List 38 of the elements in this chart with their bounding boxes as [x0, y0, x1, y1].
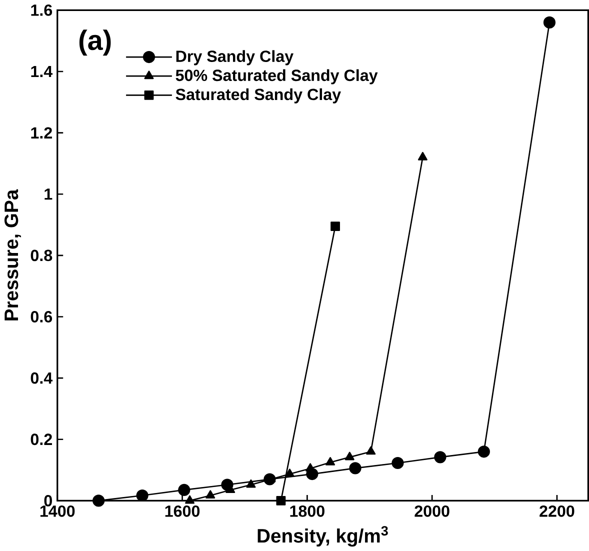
- point: [392, 456, 404, 470]
- y-tick-label: 1: [44, 188, 52, 200]
- y-tick-label: 0.8: [30, 250, 52, 262]
- point: [543, 16, 556, 28]
- legend-label: Saturated Sandy Clay: [176, 88, 341, 104]
- y-tick-label: 0.6: [30, 311, 52, 322]
- y-axis-title: Pressure, GPa: [4, 189, 21, 320]
- x-axis-title: Density, kg/m$^{3}$: [258, 526, 388, 547]
- point: [276, 496, 286, 506]
- point: [326, 456, 336, 466]
- point: [434, 451, 446, 464]
- point: [178, 484, 190, 496]
- annotation: (a): [79, 30, 111, 56]
- y-tick-label: 1.2: [31, 127, 52, 138]
- x-tick-label: 1600: [165, 505, 200, 517]
- y-tick-label: 1.6: [31, 4, 52, 16]
- point: [366, 446, 376, 455]
- point: [418, 152, 428, 160]
- point: [330, 222, 340, 231]
- point: [92, 494, 105, 507]
- y-tick-label: 0.4: [30, 372, 53, 384]
- legend-label: Dry Sandy Clay: [176, 50, 294, 66]
- point: [306, 463, 316, 472]
- x-tick-label: 1400: [40, 505, 75, 517]
- x-tick-label: 2200: [540, 505, 574, 517]
- point: [246, 479, 256, 488]
- y-tick-label: 1.4: [31, 66, 53, 78]
- point: [478, 446, 490, 458]
- point: [344, 452, 354, 460]
- y-tick-label: 0: [44, 494, 52, 506]
- point: [206, 490, 216, 498]
- legend-label: 50% Saturated Sandy Clay: [176, 69, 378, 84]
- x-tick-label: 1800: [290, 505, 324, 517]
- point: [284, 468, 294, 478]
- x-tick-label: 2000: [414, 505, 450, 517]
- y-tick-label: 0.2: [30, 434, 52, 446]
- point: [349, 462, 362, 474]
- point: [185, 495, 195, 504]
